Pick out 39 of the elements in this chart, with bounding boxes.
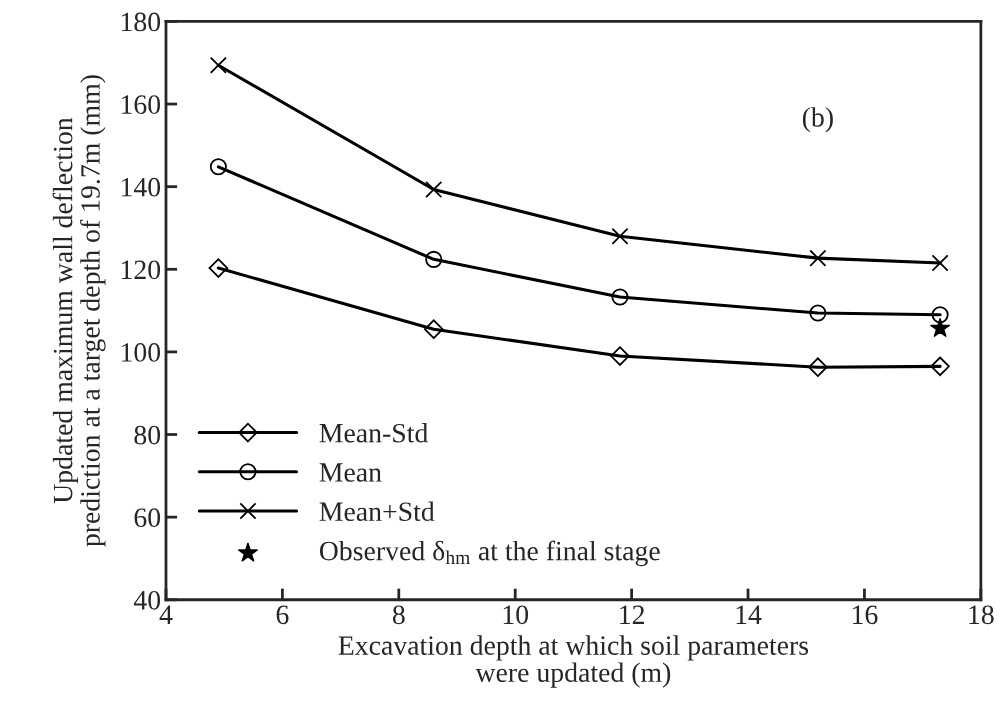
point — [611, 227, 629, 245]
point — [425, 250, 443, 268]
point — [425, 181, 443, 199]
y-tick-label: 100 — [121, 343, 161, 362]
y-tick-label: 160 — [121, 95, 161, 114]
x-tick-label: 10 — [503, 605, 529, 625]
x-tick-label: 12 — [620, 605, 644, 624]
x-tick-label: 16 — [853, 605, 878, 625]
x-tick-label: 18 — [969, 605, 994, 625]
y-tick-label: 80 — [134, 425, 161, 445]
x-axis-title: Excavation depth at which soil parameters were updated (m) — [338, 635, 809, 688]
x-tick-label: 6 — [276, 605, 289, 625]
legend-label: Observed δ$_{hm}$ at the final stage — [319, 540, 660, 567]
x-tick-label: 14 — [736, 605, 762, 624]
point — [209, 158, 227, 176]
x-tick-label: 4 — [159, 605, 173, 624]
point — [930, 356, 950, 377]
point — [423, 319, 444, 339]
point — [809, 249, 827, 267]
annotation: (b) — [802, 107, 833, 133]
y-tick-label: 140 — [121, 177, 161, 197]
legend-label: Mean-Std — [319, 423, 428, 443]
point — [931, 254, 949, 272]
x-tick-label: 8 — [392, 605, 405, 625]
point — [208, 258, 229, 278]
y-tick-label: 120 — [121, 260, 161, 280]
point — [931, 306, 949, 324]
y-tick-label: 40 — [133, 590, 161, 610]
point — [611, 288, 629, 306]
point — [809, 304, 827, 322]
y-tick-label: 180 — [121, 12, 161, 32]
y-tick-label: 60 — [134, 508, 161, 528]
point — [808, 357, 828, 377]
point — [610, 346, 630, 366]
point — [209, 56, 227, 74]
legend-label: Mean — [319, 463, 382, 482]
legend-label: Mean+Std — [319, 501, 435, 522]
y-axis-title: Updated maximum wall deflection prediction at a target depth of 19.7m (mm) — [52, 75, 106, 547]
point — [930, 317, 951, 337]
